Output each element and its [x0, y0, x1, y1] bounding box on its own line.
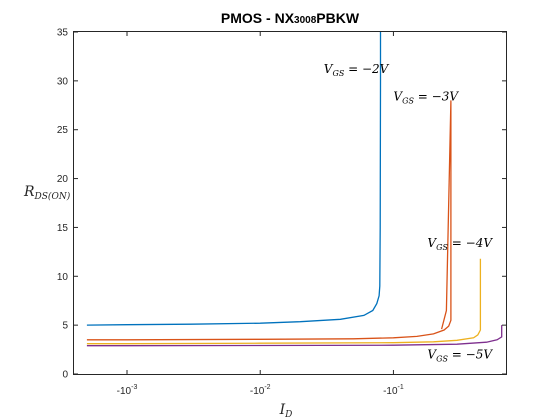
y-axis-label: RDS(ON): [23, 184, 71, 202]
y-axis: 0 5 10 15 20 25 30 35: [57, 28, 506, 381]
x-tick-label: -10-2: [250, 384, 271, 397]
x-axis-label-main: I: [279, 402, 286, 418]
chart-title-small: 3008: [294, 15, 317, 26]
x-tick-label: -10-1: [383, 384, 404, 397]
vgs-annotation-1: VGS = −2V: [324, 62, 390, 78]
y-tick-label: 0: [62, 370, 68, 381]
y-axis-label-sub: DS(ON): [34, 191, 71, 202]
y-tick-label: 15: [57, 223, 69, 234]
y-tick-label: 25: [57, 125, 69, 136]
series-line-4: [86, 325, 503, 347]
chart-title: PMOS - NX3008PBKW: [221, 10, 360, 26]
y-tick-label: 35: [57, 28, 69, 39]
series-line-3: [86, 258, 482, 345]
series-line-2: [86, 100, 452, 341]
vgs-annotation-3: VGS = −4V: [427, 236, 493, 252]
x-axis: -10-3 -10-2 -10-1: [117, 32, 404, 397]
y-axis-label-main: R: [23, 184, 35, 200]
x-axis-label-sub: D: [284, 410, 292, 420]
series-line-1: [86, 32, 382, 326]
y-tick-label: 20: [57, 174, 69, 185]
y-tick-label: 30: [57, 76, 69, 87]
series-group: [86, 32, 503, 347]
vgs-annotation-4: VGS = −5V: [427, 347, 493, 363]
y-tick-label: 5: [62, 321, 68, 332]
x-axis-label: ID: [279, 402, 293, 420]
vgs-annotation-2: VGS = −3V: [393, 89, 459, 105]
x-tick-label: -10-3: [117, 384, 138, 397]
plot-frame: [73, 31, 507, 375]
chart-title-main: PMOS - NX: [221, 10, 295, 26]
y-tick-label: 10: [57, 272, 69, 283]
chart-title-end: PBKW: [316, 10, 360, 26]
